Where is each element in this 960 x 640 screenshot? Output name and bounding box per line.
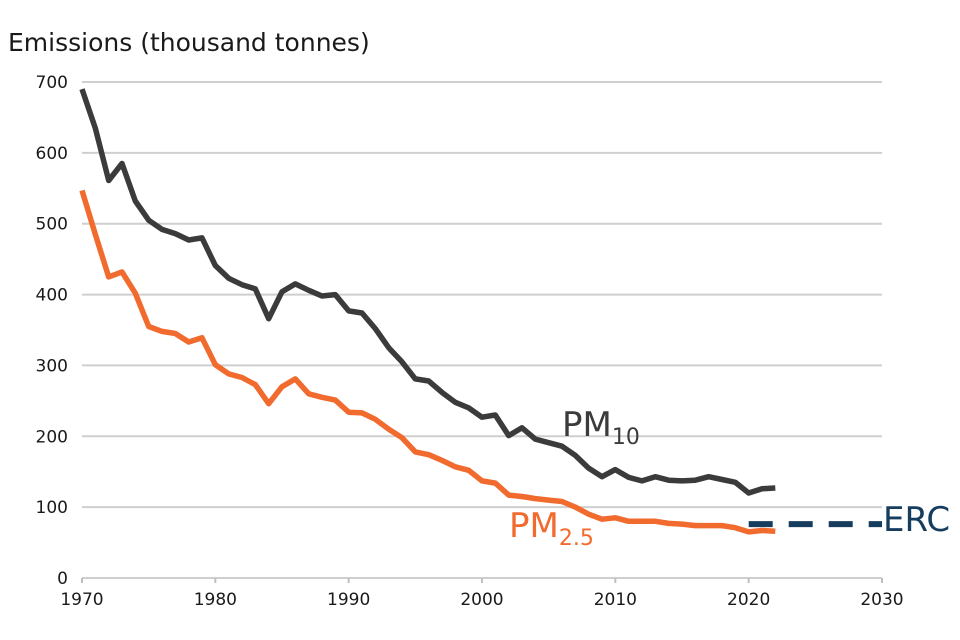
series-lines — [79, 88, 882, 535]
x-tick-2000: 2000 — [460, 590, 503, 610]
y-tick-100: 100 — [36, 498, 68, 518]
y-tick-labels: 0 100 200 300 400 500 600 700 — [36, 73, 68, 589]
x-axis: 1970 1980 1990 2000 2010 2020 2030 — [60, 577, 904, 610]
y-tick-300: 300 — [36, 356, 68, 376]
y-axis-label: Emissions (thousand tonnes) — [8, 28, 370, 57]
x-tick-2020: 2020 — [727, 590, 770, 610]
series-line-pm10 — [79, 88, 776, 496]
y-tick-400: 400 — [36, 286, 68, 306]
series-label-erc: ERC — [883, 500, 950, 540]
gridlines — [82, 81, 882, 509]
y-tick-200: 200 — [36, 427, 68, 447]
x-tick-1990: 1990 — [327, 590, 370, 610]
y-tick-0: 0 — [57, 569, 68, 589]
series-label-pm10: PM10 — [562, 405, 640, 450]
series-label-pm25: PM2.5 — [509, 506, 594, 551]
x-tick-1980: 1980 — [194, 590, 237, 610]
x-tick-1970: 1970 — [60, 590, 103, 610]
series-labels: PM10 PM2.5 ERC — [509, 405, 950, 551]
y-tick-500: 500 — [36, 215, 68, 235]
x-tick-2030: 2030 — [860, 590, 903, 610]
series-line-pm25 — [79, 189, 776, 535]
x-tick-2010: 2010 — [594, 590, 637, 610]
y-tick-700: 700 — [36, 73, 68, 93]
y-tick-600: 600 — [36, 144, 68, 164]
